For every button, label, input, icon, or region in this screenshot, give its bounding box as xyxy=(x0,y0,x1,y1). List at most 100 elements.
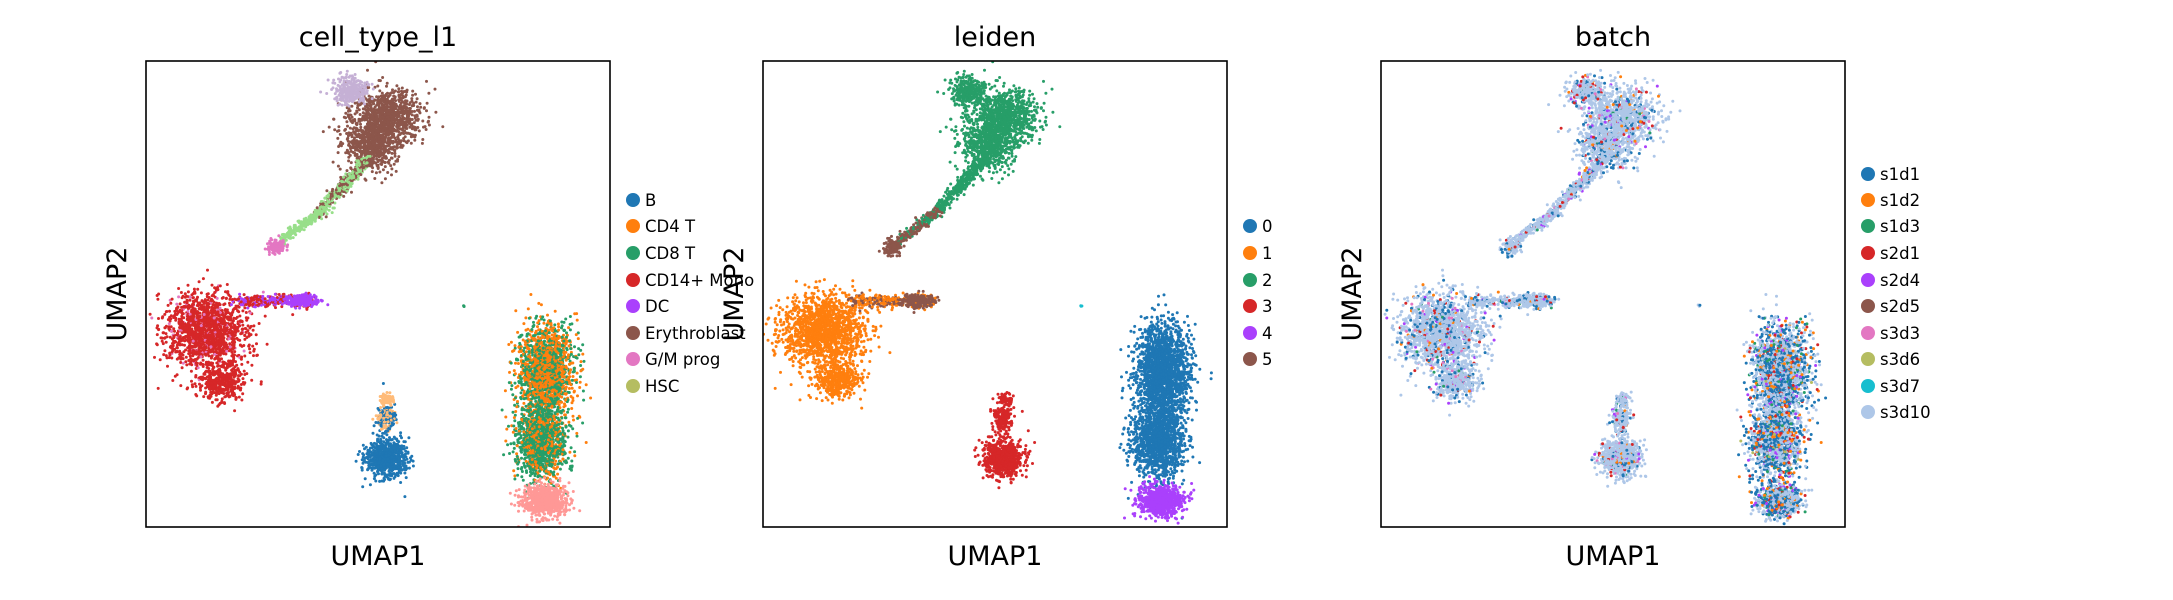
cell-point xyxy=(388,93,392,97)
cell-point xyxy=(363,107,367,111)
cell-point xyxy=(361,111,365,115)
cell-point xyxy=(342,79,346,83)
cell-point xyxy=(374,139,378,143)
cell-point xyxy=(213,381,217,385)
cell-point xyxy=(380,135,384,139)
cell-point xyxy=(365,144,369,148)
cell-point xyxy=(191,296,195,300)
cell-point xyxy=(204,369,208,373)
cell-point xyxy=(191,309,195,312)
cell-point xyxy=(304,301,308,305)
cell-point xyxy=(266,295,270,298)
cell-point xyxy=(188,348,192,352)
cell-point xyxy=(333,92,337,96)
cell-point xyxy=(235,336,239,340)
cell-point xyxy=(211,293,215,297)
cell-point xyxy=(274,247,278,251)
cell-point xyxy=(177,287,181,290)
cell-point xyxy=(334,188,338,192)
cell-point xyxy=(238,324,242,328)
cell-point xyxy=(228,345,232,349)
cell-point xyxy=(417,129,421,133)
cell-point xyxy=(371,115,375,119)
cell-point xyxy=(251,303,255,306)
cell-point xyxy=(418,102,422,106)
cell-point xyxy=(416,126,420,129)
cell-point xyxy=(390,119,393,123)
cell-point xyxy=(378,139,382,143)
cell-point xyxy=(277,293,281,296)
cell-point xyxy=(410,127,414,131)
cell-point xyxy=(244,311,248,314)
cell-point xyxy=(238,319,242,323)
cell-point xyxy=(241,309,245,313)
cell-point xyxy=(359,149,363,153)
cell-point xyxy=(164,310,168,314)
cell-point xyxy=(172,334,176,338)
cell-point xyxy=(175,333,179,337)
cell-point xyxy=(224,367,228,371)
cell-point xyxy=(229,303,233,307)
cell-point xyxy=(199,291,203,295)
cell-point xyxy=(239,357,243,361)
cell-point xyxy=(387,101,391,105)
cell-point xyxy=(373,112,377,116)
cell-point xyxy=(137,302,140,305)
cell-point xyxy=(309,220,313,224)
cell-point xyxy=(425,79,428,83)
cell-point xyxy=(378,116,382,120)
cell-point xyxy=(415,113,419,117)
cell-point xyxy=(191,299,195,303)
cell-point xyxy=(179,291,183,294)
cell-point xyxy=(400,127,403,131)
cell-point xyxy=(218,384,222,388)
cell-point xyxy=(297,219,301,223)
cell-point xyxy=(236,304,240,308)
cell-point xyxy=(224,290,227,294)
cell-point xyxy=(178,353,182,356)
cell-point xyxy=(362,166,366,169)
cell-point xyxy=(383,113,387,116)
cell-point xyxy=(361,443,365,447)
cell-point xyxy=(347,99,351,103)
cell-point xyxy=(348,118,352,121)
cell-point xyxy=(413,128,417,132)
cell-point xyxy=(411,89,415,93)
cell-point xyxy=(200,304,204,308)
cell-point xyxy=(400,114,404,118)
cell-point xyxy=(246,360,250,364)
cell-point xyxy=(361,485,365,489)
cell-point xyxy=(207,369,211,373)
cell-point xyxy=(205,302,209,306)
cell-point xyxy=(218,367,221,371)
cell-point xyxy=(366,106,369,109)
cell-point xyxy=(395,104,399,108)
cell-point xyxy=(246,306,250,310)
cell-point xyxy=(319,205,322,209)
cell-point xyxy=(365,80,369,84)
cell-point xyxy=(358,113,362,116)
cell-point xyxy=(409,123,413,127)
cell-point xyxy=(385,84,388,88)
cell-point xyxy=(230,298,234,301)
cell-point xyxy=(384,129,388,133)
cell-point xyxy=(385,110,389,113)
cell-point xyxy=(167,322,171,326)
cell-point xyxy=(296,301,300,305)
cell-point xyxy=(164,340,168,344)
cell-point xyxy=(156,386,160,390)
cell-point xyxy=(222,314,226,318)
cell-point xyxy=(349,140,353,144)
cell-point xyxy=(193,345,197,349)
cell-point xyxy=(183,292,187,296)
cell-point xyxy=(173,329,176,333)
cell-point xyxy=(218,306,222,310)
cell-point xyxy=(367,86,371,89)
cell-point xyxy=(380,91,384,95)
cell-point xyxy=(384,106,388,110)
cell-point xyxy=(411,104,414,108)
cell-point xyxy=(188,341,192,345)
cell-point xyxy=(255,354,259,357)
cell-point xyxy=(234,298,238,302)
cell-point xyxy=(273,292,277,296)
